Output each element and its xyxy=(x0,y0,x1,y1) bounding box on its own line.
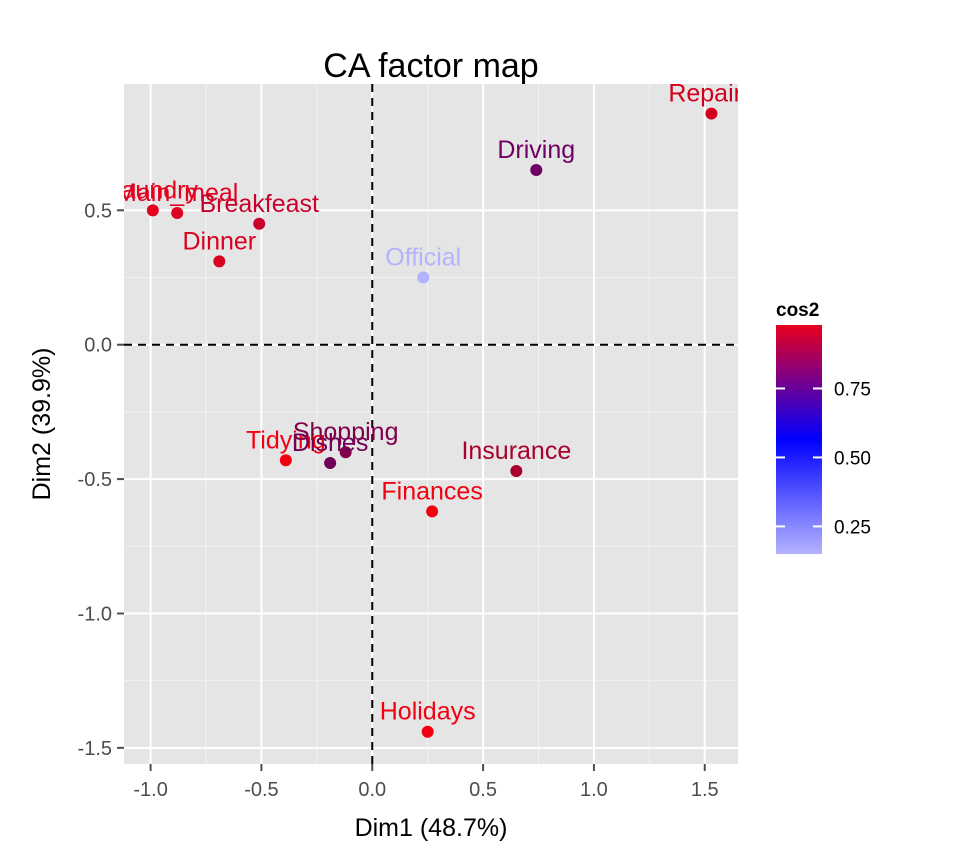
reference-lines xyxy=(124,84,738,764)
point-label-driving: Driving xyxy=(497,136,575,164)
point-label-breakfeast: Breakfeast xyxy=(199,190,319,218)
point-label-dishes: Dishes xyxy=(292,429,368,457)
plot-panel xyxy=(124,84,738,764)
y-tick-label: -1.5 xyxy=(78,738,112,760)
point-holidays xyxy=(421,725,434,738)
point-label-dinner: Dinner xyxy=(182,227,256,255)
x-tick-label: -0.5 xyxy=(244,779,278,801)
x-axis: -1.0 -0.5 0.0 0.5 1.0 1.5 xyxy=(133,764,719,801)
point-label-laundry: Laundry xyxy=(108,176,199,204)
x-tick-label: 1.0 xyxy=(580,779,608,801)
y-tick-label: 0.5 xyxy=(84,200,112,222)
legend-tick-label: 0.25 xyxy=(834,517,871,538)
point-tidying xyxy=(279,454,292,467)
point-label-main-meal: Main_meal xyxy=(116,179,238,207)
point-label-official: Official xyxy=(385,244,461,272)
x-axis-title: Dim1 (48.7%) xyxy=(355,814,508,842)
point-main-meal xyxy=(171,207,184,220)
chart-title: CA factor map xyxy=(323,47,538,85)
point-repairs xyxy=(705,107,718,120)
y-axis: -1.5 -1.0 -0.5 0.0 0.5 xyxy=(78,200,124,760)
point-finances xyxy=(426,505,439,518)
point-shopping xyxy=(339,446,352,459)
legend-colorbar xyxy=(776,325,822,554)
cos2-legend: cos2 0.25 0.50 0.75 xyxy=(776,300,871,554)
point-insurance xyxy=(510,465,523,478)
point-driving xyxy=(530,164,543,177)
y-tick-label: 0.0 xyxy=(84,335,112,357)
y-tick-label: -1.0 xyxy=(78,603,112,625)
x-tick-label: 1.5 xyxy=(691,779,719,801)
x-tick-label: 0.5 xyxy=(469,779,497,801)
legend-title: cos2 xyxy=(776,300,819,321)
point-label-insurance: Insurance xyxy=(461,437,571,465)
point-label-holidays: Holidays xyxy=(380,698,476,726)
point-label-tidying: Tidying xyxy=(246,426,326,454)
data-points xyxy=(146,107,718,738)
legend-ticks: 0.25 0.50 0.75 xyxy=(776,379,871,538)
y-axis-title: Dim2 (39.9%) xyxy=(28,348,56,501)
point-dishes xyxy=(324,456,337,469)
point-label-repairs: Repairs xyxy=(668,80,754,108)
point-label-shopping: Shopping xyxy=(293,418,399,446)
point-breakfeast xyxy=(253,217,266,230)
point-laundry xyxy=(146,204,159,217)
point-dinner xyxy=(213,255,226,268)
x-tick-label: 0.0 xyxy=(358,779,386,801)
point-label-finances: Finances xyxy=(381,477,482,505)
y-tick-label: -0.5 xyxy=(78,469,112,491)
legend-tick-label: 0.75 xyxy=(834,379,871,400)
legend-tick-label: 0.50 xyxy=(834,448,871,469)
x-tick-label: -1.0 xyxy=(133,779,167,801)
point-official xyxy=(417,271,430,284)
